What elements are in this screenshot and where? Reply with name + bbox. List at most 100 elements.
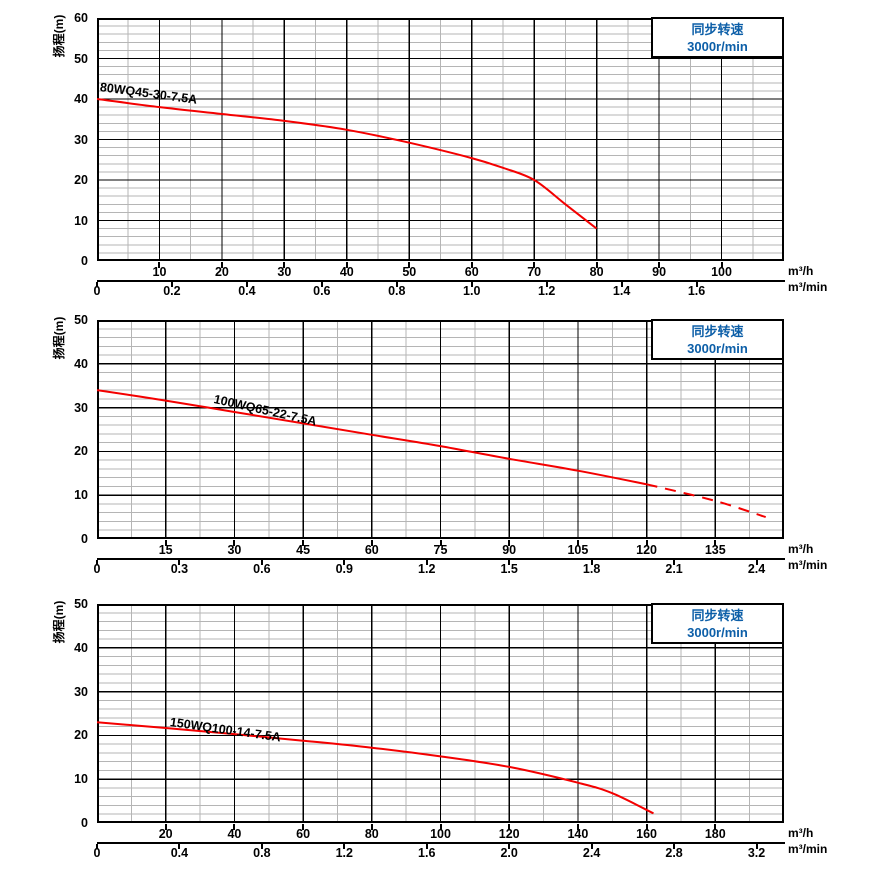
x-tick-label-m3min: 2.4 (747, 562, 766, 576)
m3min-tick-mark (508, 844, 511, 849)
m3min-tick-mark (508, 560, 511, 565)
x-tick-label-m3h: 100 (430, 827, 451, 841)
sync-speed-legend: 同步转速 3000r/min (651, 319, 784, 360)
m3min-tick-mark (343, 560, 346, 565)
x-tick-label-m3h: 80 (589, 265, 604, 279)
pump-curve (97, 98, 598, 230)
x-tick-label-m3h: 80 (364, 827, 379, 841)
x-tick-label-m3min: 1.5 (500, 562, 518, 576)
y-tick-label: 30 (74, 132, 88, 147)
x-tick-mark (439, 540, 442, 546)
m3min-tick-mark (96, 844, 98, 849)
x-tick-label-m3h: 60 (296, 827, 311, 841)
x-tick-mark (345, 262, 348, 268)
x-tick-label-m3min: 0.9 (335, 562, 353, 576)
y-tick-label: 50 (74, 597, 88, 611)
x-tick-label-m3h: 70 (527, 265, 542, 279)
m3min-tick-mark (96, 282, 98, 287)
y-tick-label: 10 (74, 772, 88, 787)
x-tick-label-m3min: 0.3 (170, 562, 189, 576)
legend-line-1: 同步转速 (691, 323, 744, 339)
x-tick-label-m3min: 0.4 (238, 284, 256, 298)
x-tick-mark (233, 540, 236, 546)
m3min-axis-line (97, 280, 785, 282)
y-tick-label: 10 (74, 213, 88, 228)
x-tick-label-m3h: 180 (704, 827, 726, 841)
m3min-tick-mark (425, 560, 428, 565)
m3min-tick-mark (545, 282, 548, 287)
y-tick-label: 20 (74, 728, 88, 743)
x-tick-mark (370, 540, 373, 546)
m3min-tick-mark (96, 560, 98, 565)
x-tick-mark (283, 262, 286, 268)
x-tick-label-m3h: 40 (227, 827, 242, 841)
x-tick-label-m3h: 60 (464, 265, 479, 279)
m3min-tick-mark (673, 844, 676, 849)
x-axis-unit-m3h: m³/h (788, 826, 814, 840)
m3min-axis-line (97, 558, 785, 560)
x-tick-label-m3min: 2.1 (665, 562, 683, 576)
y-tick-label: 0 (81, 254, 88, 268)
x-tick-label-m3min: 0.6 (313, 284, 331, 298)
x-tick-label-m3h: 160 (636, 827, 658, 841)
y-tick-label: 40 (74, 640, 88, 655)
m3min-tick-mark (395, 282, 398, 287)
x-tick-mark (302, 540, 305, 546)
sync-speed-legend: 同步转速 3000r/min (651, 17, 784, 58)
x-tick-mark (576, 540, 579, 546)
x-tick-mark (714, 540, 717, 546)
x-tick-mark (720, 262, 723, 268)
x-tick-label-m3min: 3.2 (747, 846, 766, 860)
x-tick-label-m3min: 1.4 (612, 284, 631, 298)
x-tick-label-m3min: 2.8 (665, 846, 683, 860)
x-tick-label-m3h: 50 (402, 265, 417, 279)
x-tick-label-m3h: 30 (277, 265, 292, 279)
x-tick-mark (470, 262, 473, 268)
x-tick-label-m3min: 0 (93, 562, 101, 576)
m3min-tick-mark (343, 844, 346, 849)
y-tick-label: 40 (74, 356, 88, 371)
x-tick-label-m3min: 1.2 (335, 846, 353, 860)
x-tick-label-m3h: 20 (158, 827, 173, 841)
x-tick-label-m3min: 1.0 (463, 284, 481, 298)
x-tick-label-m3h: 45 (296, 543, 311, 557)
x-tick-label-m3min: 0 (93, 846, 101, 860)
x-axis-unit-m3min: m³/min (788, 842, 828, 856)
y-tick-label: 50 (74, 51, 88, 66)
m3min-tick-mark (470, 282, 473, 287)
m3min-tick-mark (695, 282, 698, 287)
m3min-tick-mark (673, 560, 676, 565)
x-tick-mark (576, 824, 579, 830)
y-tick-label: 0 (81, 816, 88, 830)
x-tick-label-m3h: 90 (502, 543, 517, 557)
x-tick-label-m3min: 2.0 (500, 846, 518, 860)
x-tick-label-m3min: 0.8 (253, 846, 271, 860)
x-tick-mark (508, 540, 511, 546)
y-tick-label: 20 (74, 444, 88, 459)
x-tick-label-m3min: 0.4 (170, 846, 189, 860)
x-axis-unit-m3h: m³/h (788, 264, 814, 278)
x-tick-mark (658, 262, 661, 268)
y-tick-label: 30 (74, 400, 88, 415)
x-tick-label-m3min: 1.6 (418, 846, 436, 860)
m3min-axis-line (97, 842, 785, 844)
y-tick-label: 50 (74, 313, 88, 327)
x-tick-label-m3h: 105 (567, 543, 589, 557)
x-tick-mark (158, 262, 161, 268)
m3min-tick-mark (178, 844, 181, 849)
x-tick-label-m3h: 120 (636, 543, 658, 557)
y-tick-label: 0 (81, 532, 88, 546)
x-tick-label-m3min: 0.6 (253, 562, 271, 576)
y-tick-label: 20 (74, 173, 88, 187)
pump-curve (97, 721, 654, 815)
x-tick-label-m3h: 100 (711, 265, 732, 279)
plot-area (97, 604, 784, 823)
m3min-tick-mark (590, 844, 593, 849)
x-tick-label-m3min: 1.8 (582, 562, 601, 576)
legend-line-2: 3000r/min (687, 38, 748, 54)
x-tick-label-m3h: 40 (339, 265, 354, 279)
m3min-tick-mark (260, 844, 263, 849)
x-tick-label-m3min: 1.2 (418, 562, 436, 576)
